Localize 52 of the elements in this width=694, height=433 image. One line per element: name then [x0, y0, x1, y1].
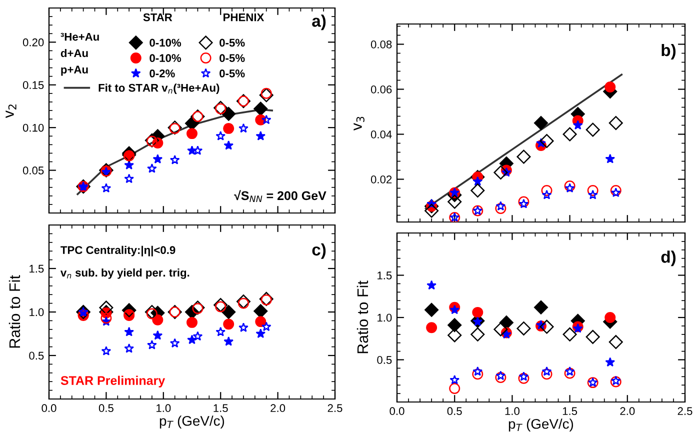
x-tick-label: 0.5 [98, 404, 114, 412]
x-tick-label: 2.5 [678, 407, 692, 416]
x-tick-label: 2.0 [620, 407, 635, 416]
legend-label: 0-5% [220, 38, 245, 47]
y-tick-label: 0.5 [377, 356, 392, 364]
x-tick-label: 1.0 [156, 404, 171, 412]
x-tick-label: 2.5 [328, 404, 342, 412]
annotation: STAR Preliminary [60, 376, 166, 388]
x-tick-label: 0.0 [390, 407, 404, 416]
y-axis-title: Ratio to Fit [8, 275, 20, 348]
x-tick-label: 2.0 [270, 404, 286, 412]
annotation: v$_{n}$ sub. by yield per. trig. [60, 268, 190, 279]
annotation: p+Au [61, 66, 88, 76]
y-tick-label: 0.06 [370, 86, 392, 94]
annotation: STAR [143, 13, 172, 22]
legend-label: 0-10% [150, 54, 182, 62]
x-axis-title: p$_{T}$ (GeV/c) [508, 418, 574, 432]
y-tick-label: 0.10 [22, 124, 44, 132]
y-axis-title: v$_{3}$ [354, 116, 364, 131]
x-tick-label: 0.5 [447, 407, 462, 416]
legend-label: 0-10% [150, 38, 182, 47]
annotation: a) [312, 14, 326, 30]
y-tick-label: 1.5 [30, 264, 44, 273]
x-tick-label: 1.0 [505, 407, 520, 416]
legend-label: 0-2% [150, 70, 175, 78]
annotation: ³He+Au [60, 32, 99, 41]
y-tick-label: 0.08 [370, 40, 392, 48]
y-tick-label: 0.05 [22, 166, 44, 174]
legend-label: 0-5% [220, 54, 245, 62]
annotation: PHENIX [224, 13, 264, 22]
y-tick-label: 0.04 [370, 130, 392, 138]
annotation: d+Au [60, 48, 88, 58]
y-tick-label: 1.0 [30, 308, 44, 316]
y-axis-title: v$_{2}$ [6, 104, 16, 118]
annotation: c) [312, 243, 326, 259]
y-tick-label: 1.0 [378, 314, 392, 322]
x-tick-label: 1.5 [214, 404, 228, 412]
annotation: d) [661, 250, 676, 266]
y-tick-label: 0.20 [22, 38, 44, 46]
y-tick-label: 0.02 [370, 176, 392, 184]
y-tick-label: 0.15 [22, 81, 44, 90]
legend-label: Fit to STAR v$_{n}$(³He+Au) [98, 84, 220, 94]
y-tick-label: 1.5 [378, 272, 392, 280]
y-tick-label: 0.5 [29, 352, 44, 360]
annotation: TPC Centrality:|η|<0.9 [60, 246, 176, 256]
annotation: b) [662, 44, 676, 60]
x-tick-label: 1.5 [562, 407, 578, 416]
x-axis-title: p$_{T}$ (GeV/c) [160, 416, 224, 429]
legend-label: 0-5% [220, 70, 245, 78]
x-tick-label: 0.0 [42, 404, 56, 412]
annotation: √S$_{NN}$ = 200 GeV [234, 190, 326, 202]
y-axis-title: Ratio to Fit [356, 280, 368, 354]
